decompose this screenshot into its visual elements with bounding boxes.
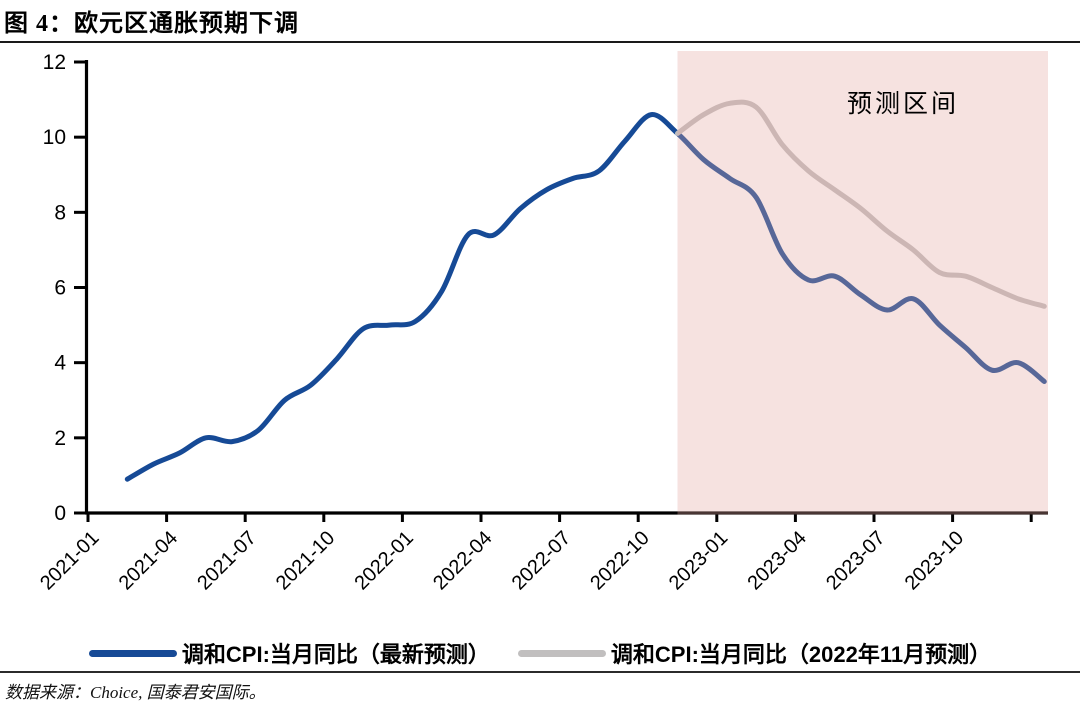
x-tick-label: 2022-04 bbox=[429, 527, 496, 594]
y-tick-label: 0 bbox=[54, 502, 66, 525]
y-tick-label: 8 bbox=[54, 201, 66, 224]
y-tick-label: 10 bbox=[43, 126, 66, 149]
x-tick-label: 2023-07 bbox=[822, 527, 889, 594]
y-tick-label: 2 bbox=[54, 427, 66, 450]
x-tick-label: 2023-01 bbox=[665, 527, 732, 594]
legend-item-latest-forecast: 调和CPI:当月同比（最新预测） bbox=[88, 637, 490, 669]
x-tick-label: 2021-01 bbox=[36, 527, 103, 594]
legend: 调和CPI:当月同比（最新预测） 调和CPI:当月同比（2022年11月预测） bbox=[0, 637, 1080, 669]
x-tick-label: 2022-07 bbox=[508, 527, 575, 594]
y-tick-label: 6 bbox=[54, 277, 66, 300]
series-line-latest-forecast bbox=[124, 112, 1047, 482]
legend-swatch-latest-forecast bbox=[88, 649, 177, 657]
footer-divider bbox=[0, 671, 1080, 673]
x-tick-label: 2023-04 bbox=[743, 527, 810, 594]
legend-item-nov2022-forecast: 调和CPI:当月同比（2022年11月预测） bbox=[517, 637, 992, 669]
series-line-nov2022-forecast bbox=[675, 99, 1047, 309]
data-source-note: 数据来源：Choice, 国泰君安国际。 bbox=[5, 683, 266, 702]
legend-label-nov2022-forecast: 调和CPI:当月同比（2022年11月预测） bbox=[610, 642, 992, 667]
title-divider bbox=[0, 41, 1080, 43]
y-tick-label: 4 bbox=[54, 352, 66, 375]
y-tick-label: 12 bbox=[43, 51, 66, 74]
x-tick-label: 2021-10 bbox=[272, 527, 339, 594]
x-tick-label: 2022-10 bbox=[586, 527, 653, 594]
x-tick-label: 2022-01 bbox=[350, 527, 417, 594]
legend-label-latest-forecast: 调和CPI:当月同比（最新预测） bbox=[181, 642, 490, 667]
chart-title: 图 4：欧元区通胀预期下调 bbox=[4, 11, 299, 37]
legend-swatch-nov2022-forecast bbox=[517, 649, 606, 657]
forecast-region-label: 预测区间 bbox=[847, 90, 959, 118]
x-tick-label: 2023-10 bbox=[901, 527, 968, 594]
x-tick-label: 2021-07 bbox=[193, 527, 260, 594]
x-tick-label: 2021-04 bbox=[115, 527, 182, 594]
forecast-region bbox=[677, 51, 1048, 515]
